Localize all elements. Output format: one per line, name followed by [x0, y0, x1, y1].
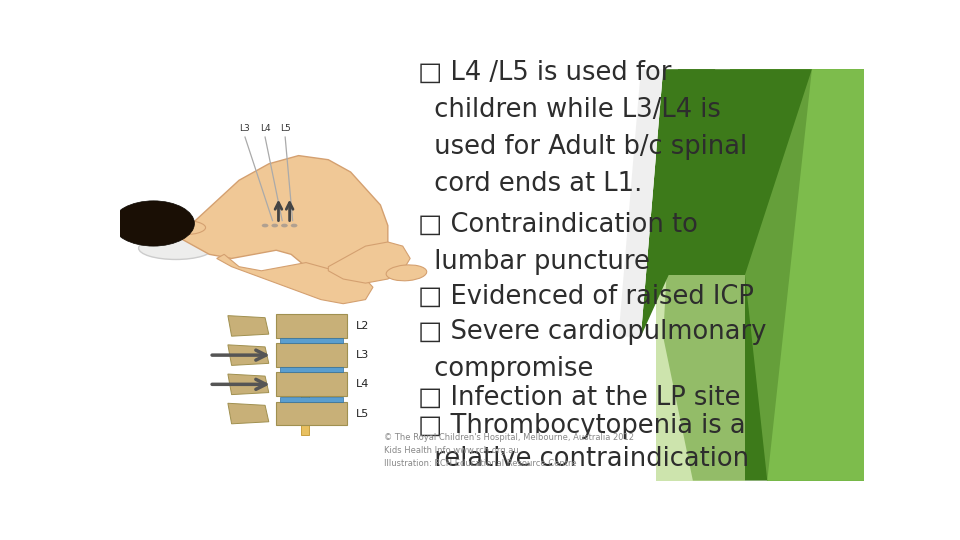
Text: L3: L3: [356, 350, 369, 360]
Text: □ Contraindication to: □ Contraindication to: [418, 212, 698, 238]
Polygon shape: [618, 69, 663, 336]
Polygon shape: [228, 315, 269, 336]
Polygon shape: [228, 374, 269, 395]
Text: © The Royal Children's Hospital, Melbourne, Australia 2012
Kids Health Info www.: © The Royal Children's Hospital, Melbour…: [384, 433, 635, 468]
Circle shape: [262, 224, 269, 227]
Polygon shape: [656, 275, 745, 481]
Text: □ Evidenced of raised ICP: □ Evidenced of raised ICP: [418, 284, 754, 310]
Bar: [280, 338, 344, 343]
Circle shape: [281, 224, 288, 227]
Text: L5: L5: [356, 409, 369, 419]
Text: cord ends at L1.: cord ends at L1.: [418, 171, 642, 197]
Polygon shape: [551, 69, 663, 481]
Text: L2: L2: [356, 321, 370, 331]
Ellipse shape: [161, 220, 205, 235]
Bar: [301, 314, 309, 435]
Circle shape: [272, 224, 278, 227]
Polygon shape: [328, 242, 410, 283]
Text: L4: L4: [356, 379, 370, 389]
Bar: [276, 314, 347, 338]
Bar: [280, 367, 344, 373]
Ellipse shape: [138, 237, 213, 260]
Polygon shape: [663, 69, 812, 481]
Text: □ Infection at the LP site: □ Infection at the LP site: [418, 384, 740, 410]
Text: L3: L3: [240, 124, 251, 133]
Text: used for Adult b/c spinal: used for Adult b/c spinal: [418, 134, 747, 160]
Text: □ Severe cardiopulmonary: □ Severe cardiopulmonary: [418, 319, 766, 345]
Polygon shape: [641, 69, 715, 336]
Text: compromise: compromise: [418, 356, 593, 382]
Text: □ L4 /L5 is used for: □ L4 /L5 is used for: [418, 59, 671, 86]
Polygon shape: [228, 403, 269, 424]
Polygon shape: [228, 345, 269, 366]
Bar: [276, 373, 347, 396]
Polygon shape: [745, 69, 864, 481]
Polygon shape: [730, 69, 864, 481]
Ellipse shape: [386, 265, 427, 281]
Circle shape: [291, 224, 298, 227]
Circle shape: [112, 201, 194, 246]
Text: □ Thrombocytopenia is a: □ Thrombocytopenia is a: [418, 414, 745, 440]
Polygon shape: [217, 254, 372, 303]
Text: L4: L4: [260, 124, 271, 133]
Polygon shape: [180, 156, 388, 279]
Text: children while L3/L4 is: children while L3/L4 is: [418, 97, 720, 123]
Text: relative contraindication: relative contraindication: [418, 447, 749, 472]
Text: lumbar puncture: lumbar puncture: [418, 249, 650, 275]
Bar: [276, 402, 347, 426]
Text: L5: L5: [279, 124, 291, 133]
Bar: [276, 343, 347, 367]
Bar: [280, 397, 344, 402]
